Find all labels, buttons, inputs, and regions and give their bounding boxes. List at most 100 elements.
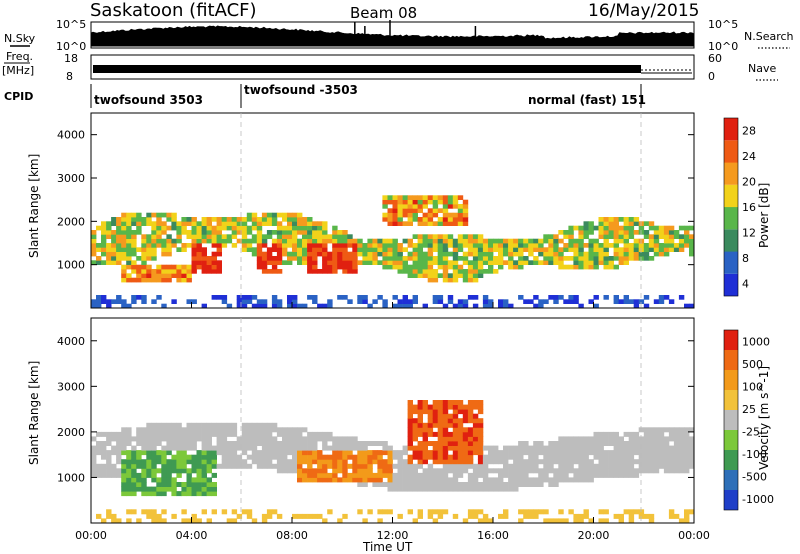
velocity-cell — [583, 472, 589, 478]
velocity-cell — [689, 454, 695, 460]
nave-label: Nave — [748, 62, 776, 75]
velocity-cell — [171, 513, 177, 519]
y-tick-label: 2000 — [57, 215, 85, 228]
velocity-cell — [397, 472, 403, 478]
velocity-cell — [402, 463, 408, 469]
power-cell — [623, 243, 629, 248]
velocity-cell — [226, 422, 233, 428]
velocity-cell — [377, 441, 383, 446]
velocity-cell — [131, 450, 137, 456]
power-cell — [608, 221, 614, 226]
power-cell — [603, 247, 609, 252]
power-cell — [271, 221, 278, 226]
velocity-cell — [648, 468, 655, 474]
power-cell — [603, 260, 609, 265]
power-cell — [603, 234, 609, 239]
power-cell — [628, 221, 635, 226]
velocity-cell — [467, 441, 474, 446]
velocity-cell — [518, 482, 524, 487]
velocity-cell — [598, 436, 604, 442]
velocity-cell — [156, 482, 162, 487]
velocity-cell — [271, 454, 278, 460]
power-cell — [407, 195, 413, 200]
power-cell — [131, 217, 137, 222]
power-cell — [442, 264, 449, 270]
velocity-cell — [457, 422, 464, 428]
power-cell — [136, 295, 142, 300]
power-cell — [151, 299, 157, 304]
velocity-cell — [442, 472, 449, 478]
power-cell — [583, 225, 589, 231]
power-cell — [523, 256, 529, 261]
power-cell — [613, 251, 619, 257]
power-cell — [387, 208, 393, 213]
power-cell — [452, 251, 459, 257]
power-cell — [342, 230, 348, 235]
velocity-cell — [271, 441, 278, 446]
power-cell — [91, 243, 97, 248]
velocity-cell — [503, 509, 509, 515]
velocity-cell — [432, 486, 439, 492]
velocity-cell — [101, 445, 107, 451]
velocity-cell — [312, 468, 318, 474]
power-cell — [558, 251, 564, 257]
velocity-cell — [673, 450, 680, 456]
power-cell — [261, 217, 268, 222]
power-cell — [397, 247, 403, 252]
velocity-cell — [196, 431, 202, 437]
power-cell — [166, 269, 172, 274]
velocity-cell — [628, 472, 635, 478]
velocity-cell — [176, 436, 182, 442]
power-cell — [457, 195, 464, 200]
power-cell — [427, 217, 434, 222]
power-cell — [322, 230, 328, 235]
velocity-cell — [558, 454, 564, 460]
power-cell — [447, 299, 454, 304]
velocity-cell — [422, 441, 428, 446]
power-cell — [482, 256, 489, 261]
power-cell — [302, 217, 308, 222]
velocity-cell — [638, 436, 645, 442]
power-cell — [482, 303, 489, 309]
velocity-cell — [447, 482, 454, 487]
velocity-cell — [151, 518, 157, 524]
velocity-cell — [236, 463, 243, 469]
velocity-cell — [241, 463, 248, 469]
velocity-cell — [201, 441, 207, 446]
velocity-cell — [156, 477, 162, 483]
velocity-cell — [447, 454, 454, 460]
velocity-cell — [121, 436, 127, 442]
velocity-cell — [287, 459, 293, 465]
power-cell — [488, 299, 494, 304]
power-cell — [538, 238, 544, 244]
power-cell — [146, 251, 152, 257]
velocity-cell — [588, 436, 594, 442]
velocity-cell — [482, 477, 489, 483]
velocity-cell — [427, 431, 434, 437]
power-cell — [307, 264, 313, 270]
power-cell — [161, 251, 167, 257]
power-cell — [392, 247, 398, 252]
power-cell — [161, 225, 167, 231]
power-cell — [623, 238, 629, 244]
velocity-cell — [543, 445, 549, 451]
power-cell — [161, 247, 167, 252]
power-cell — [638, 256, 645, 261]
velocity-cell — [593, 445, 599, 451]
power-cell — [357, 295, 363, 300]
velocity-cell — [613, 468, 619, 474]
velocity-cell — [603, 463, 609, 469]
velocity-cell — [588, 441, 594, 446]
power-cell — [548, 243, 554, 248]
velocity-cell — [432, 422, 439, 428]
velocity-cell — [206, 486, 212, 492]
power-cell — [432, 299, 439, 304]
velocity-cell — [452, 413, 459, 419]
velocity-cell — [276, 427, 283, 433]
velocity-cell — [136, 472, 142, 478]
velocity-cell — [523, 509, 529, 515]
velocity-cell — [337, 450, 343, 456]
power-cell — [508, 247, 514, 252]
velocity-cell — [367, 463, 373, 469]
velocity-cell — [201, 463, 207, 469]
